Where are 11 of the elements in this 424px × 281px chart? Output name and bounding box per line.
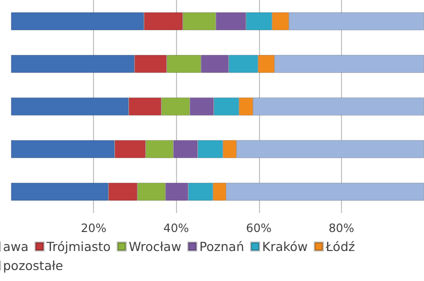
legend-label: Kraków [262,239,308,254]
legend-label: Wrocław [128,239,182,254]
x-tick-label: 20% [80,221,106,235]
x-tick-label: 40% [163,221,190,235]
legend-label: Trójmiasto [46,239,111,254]
x-tick-label: 60% [246,221,272,235]
x-tick-label: 80% [328,221,354,235]
legend-label: Łódź [324,239,356,254]
legend-label: awa [3,239,29,254]
legend-label: pozostałe [3,258,64,273]
legend-label: Poznań [199,239,244,254]
